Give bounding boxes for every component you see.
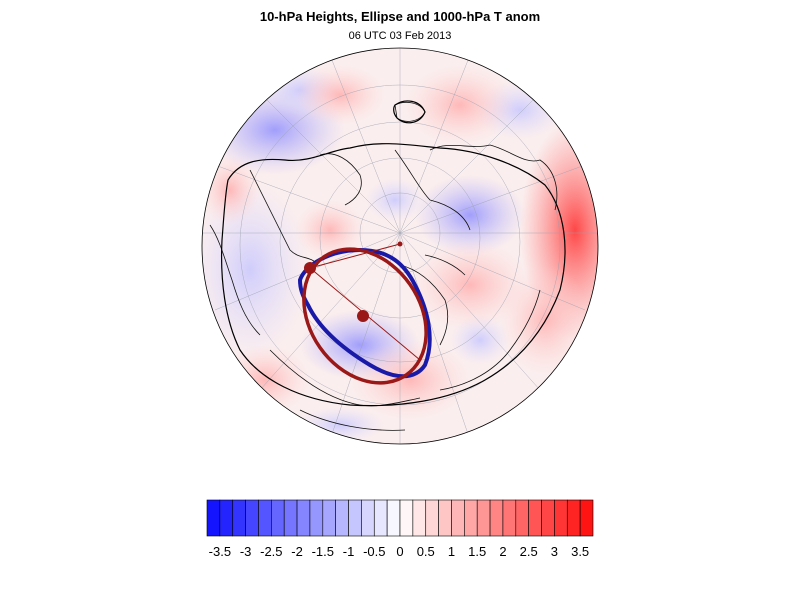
colorbar-tick-label: 2 bbox=[499, 544, 506, 559]
vortex-ellipses bbox=[297, 241, 432, 385]
colorbar-bin bbox=[541, 499, 555, 537]
chart-title: 10-hPa Heights, Ellipse and 1000-hPa T a… bbox=[259, 9, 541, 24]
colorbar-tick-label: 1 bbox=[448, 544, 455, 559]
fitted-ellipse bbox=[302, 247, 428, 385]
colorbar-bin bbox=[258, 499, 272, 537]
colorbar-tick-label: -1.5 bbox=[312, 544, 334, 559]
colorbar-bin bbox=[232, 499, 246, 537]
colorbar-tick-label: -2.5 bbox=[260, 544, 282, 559]
colorbar-bin bbox=[219, 499, 234, 537]
colorbar-bin bbox=[528, 499, 542, 537]
colorbar-bin bbox=[322, 499, 336, 537]
colorbar-bin bbox=[438, 499, 452, 537]
colorbar-bin bbox=[386, 499, 401, 537]
colorbar-bin bbox=[245, 499, 259, 537]
colorbar-tick-label: -3.5 bbox=[209, 544, 231, 559]
colorbar-bin bbox=[476, 499, 491, 537]
colorbar-tick-label: 2.5 bbox=[520, 544, 538, 559]
pole-marker bbox=[397, 241, 403, 247]
colorbar-bin bbox=[399, 499, 414, 537]
colorbar-tick-label: 1.5 bbox=[468, 544, 486, 559]
graticule bbox=[202, 48, 598, 444]
colorbar-bin bbox=[361, 499, 375, 537]
ellipse-endpoint bbox=[304, 262, 316, 274]
colorbar-bin bbox=[296, 499, 311, 537]
colorbar-bin bbox=[566, 499, 581, 537]
colorbar-tick-label: 3 bbox=[551, 544, 558, 559]
height-contours bbox=[221, 100, 566, 407]
globe-outline bbox=[201, 47, 599, 445]
chart-subtitle: 06 UTC 03 Feb 2013 bbox=[348, 30, 452, 42]
colorbar-tick-label: 0 bbox=[396, 544, 403, 559]
colorbar-bin bbox=[425, 499, 439, 537]
colorbar-tick-label: -3 bbox=[240, 544, 252, 559]
colorbar-bin bbox=[283, 499, 298, 537]
colorbar-bin bbox=[271, 499, 285, 537]
colorbar-bin bbox=[206, 499, 221, 537]
colorbar-bin bbox=[451, 499, 465, 537]
colorbar-bin bbox=[579, 499, 594, 537]
coastlines bbox=[209, 101, 558, 431]
colorbar-bin bbox=[412, 499, 427, 537]
colorbar-bin bbox=[335, 499, 349, 537]
colorbar-bin bbox=[489, 499, 504, 537]
colorbar-tick-label: -2 bbox=[291, 544, 303, 559]
colorbar-tick-label: 3.5 bbox=[571, 544, 589, 559]
colorbar-tick-label: -0.5 bbox=[363, 544, 385, 559]
colorbar-bin bbox=[373, 499, 388, 537]
colorbar-bin bbox=[502, 499, 517, 537]
colorbar-bin bbox=[515, 499, 529, 537]
colorbar-bin bbox=[464, 499, 478, 537]
colorbar-tick-label: -1 bbox=[343, 544, 355, 559]
colorbar-bin bbox=[348, 499, 362, 537]
ellipse-centroid bbox=[357, 310, 369, 322]
colorbar-bin bbox=[309, 499, 324, 537]
ellipse-major-axis bbox=[309, 243, 401, 269]
colorbar-bin bbox=[554, 499, 568, 537]
colorbar-tick-label: 0.5 bbox=[417, 544, 435, 559]
